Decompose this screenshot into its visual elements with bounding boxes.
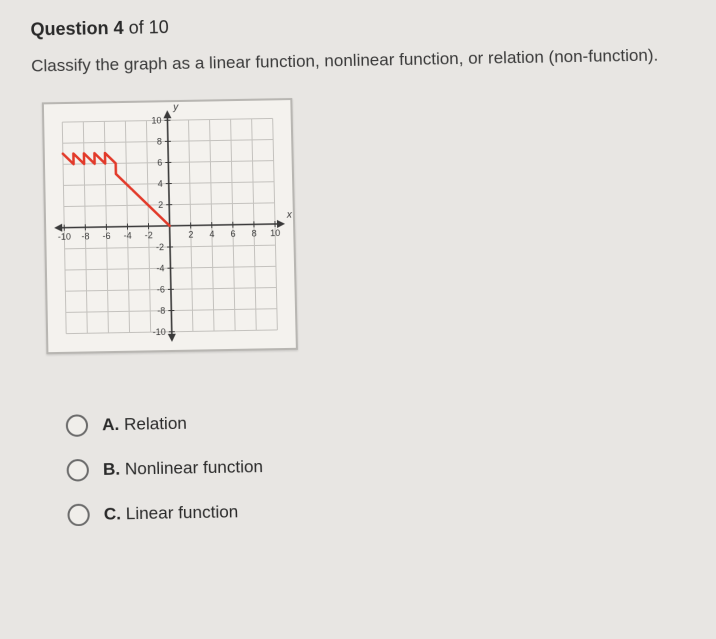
radio-icon	[66, 459, 89, 482]
svg-text:8: 8	[252, 228, 257, 238]
option-text: Nonlinear function	[125, 457, 264, 479]
svg-text:10: 10	[151, 115, 161, 125]
svg-text:-4: -4	[124, 230, 132, 240]
svg-text:-6: -6	[157, 284, 165, 294]
question-of: of	[128, 17, 143, 37]
question-word: Question	[30, 18, 108, 39]
svg-text:10: 10	[270, 228, 280, 238]
radio-icon	[66, 414, 89, 437]
svg-text:8: 8	[157, 136, 162, 146]
answer-options: A. Relation B. Nonlinear function C. Lin…	[66, 403, 702, 526]
svg-text:2: 2	[158, 200, 163, 210]
question-current: 4	[113, 18, 123, 38]
svg-text:-2: -2	[156, 242, 164, 252]
option-label: A. Relation	[102, 413, 187, 435]
option-a[interactable]: A. Relation	[66, 403, 699, 436]
svg-text:6: 6	[157, 157, 162, 167]
svg-text:6: 6	[230, 229, 235, 239]
graph-container: -10-8-6-4-2246810108642-2-4-6-8-10xy	[42, 98, 298, 354]
option-letter: A.	[102, 415, 119, 435]
option-text: Linear function	[126, 502, 239, 523]
svg-text:-8: -8	[157, 305, 165, 315]
graph-svg: -10-8-6-4-2246810108642-2-4-6-8-10xy	[44, 100, 296, 352]
svg-text:-8: -8	[81, 231, 89, 241]
option-label: B. Nonlinear function	[103, 457, 263, 480]
question-prompt: Classify the graph as a linear function,…	[31, 43, 688, 78]
svg-text:-6: -6	[102, 231, 110, 241]
svg-text:-2: -2	[145, 230, 153, 240]
svg-text:-10: -10	[153, 327, 166, 337]
question-total: 10	[148, 17, 168, 37]
page: Question 4 of 10 Classify the graph as a…	[0, 0, 716, 570]
option-letter: B.	[103, 459, 121, 479]
radio-icon	[67, 503, 90, 526]
svg-text:-10: -10	[58, 231, 71, 241]
question-header: Question 4 of 10	[30, 8, 687, 40]
svg-text:4: 4	[209, 229, 214, 239]
option-letter: C.	[104, 504, 122, 524]
option-label: C. Linear function	[104, 502, 239, 525]
option-b[interactable]: B. Nonlinear function	[66, 448, 699, 481]
option-c[interactable]: C. Linear function	[67, 493, 701, 527]
svg-text:4: 4	[158, 178, 163, 188]
svg-text:2: 2	[188, 229, 193, 239]
option-text: Relation	[124, 413, 187, 433]
svg-text:-4: -4	[156, 263, 164, 273]
